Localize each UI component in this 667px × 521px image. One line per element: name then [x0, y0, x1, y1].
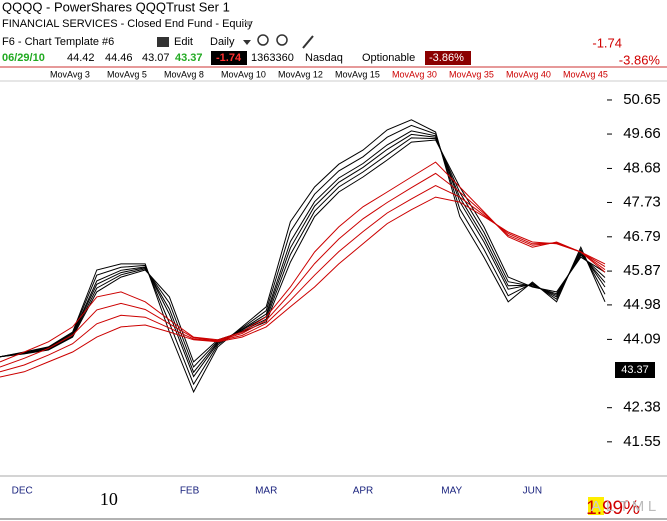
period-option[interactable]: A	[591, 498, 601, 515]
period-option[interactable]: L	[648, 498, 656, 515]
legend-entry: MovAvg 15	[335, 69, 380, 79]
x-tick-label: MAR	[255, 486, 277, 497]
legend-entry: MovAvg 45	[563, 69, 608, 79]
right-change: -1.74	[592, 35, 622, 50]
y-tick-label: 46.79	[623, 228, 661, 245]
legend-entry: MovAvg 3	[50, 69, 90, 79]
legend-entry: MovAvg 35	[449, 69, 494, 79]
y-tick-label: 45.87	[623, 262, 661, 279]
x-tick-label: APR	[353, 486, 374, 497]
legend-entry: MovAvg 5	[107, 69, 147, 79]
period-option[interactable]: M	[632, 498, 645, 515]
moving-average-line	[0, 139, 606, 363]
y-tick-label: 47.73	[623, 193, 661, 210]
title: QQQQ - PowerShares QQQTrust Ser 1	[2, 0, 230, 14]
quote-close: 43.37	[175, 52, 203, 64]
y-tick-label: 42.38	[623, 399, 661, 416]
moving-average-line	[0, 130, 606, 378]
moving-average-line	[0, 185, 606, 373]
subtitle: FINANCIAL SERVICES - Closed End Fund - E…	[2, 18, 253, 30]
legend-entry: MovAvg 40	[506, 69, 551, 79]
edit-button[interactable]: Edit	[174, 36, 193, 48]
moving-average-line	[0, 161, 606, 363]
exchange: Nasdaq	[305, 52, 343, 64]
draw-tool[interactable]	[302, 35, 314, 49]
y-tick-label: 44.09	[623, 330, 661, 347]
optionable: Optionable	[362, 52, 415, 64]
edit-icon[interactable]	[157, 37, 169, 47]
moving-average-line	[0, 133, 606, 374]
x-tick-label: MAY	[441, 486, 462, 497]
quote-open: 44.42	[67, 52, 95, 64]
legend-entry: MovAvg 8	[164, 69, 204, 79]
dropdown-arrow[interactable]	[243, 40, 251, 45]
dropdown-arrow[interactable]	[244, 21, 252, 26]
quote-date: 06/29/10	[2, 52, 45, 64]
period-option[interactable]: L	[606, 498, 614, 515]
zoom-in[interactable]	[257, 34, 269, 46]
change-box	[211, 51, 247, 65]
moving-average-line	[0, 196, 606, 378]
moving-average-line	[0, 119, 606, 394]
moving-average-line	[0, 124, 606, 386]
period-select[interactable]: Daily	[210, 36, 235, 48]
quote-change: -1.74	[216, 52, 242, 64]
legend-entry: MovAvg 10	[221, 69, 266, 79]
period-option[interactable]: T	[619, 498, 628, 515]
x-tick-label: FEB	[180, 486, 200, 497]
quote-low: 43.07	[142, 52, 170, 64]
x-tick-label: JUN	[523, 486, 542, 497]
legend-entry: MovAvg 12	[278, 69, 323, 79]
y-tick-label: 50.65	[623, 91, 661, 108]
quote-high: 44.46	[105, 52, 133, 64]
y-tick-label: 49.66	[623, 125, 661, 142]
right-change-pct: -3.86%	[619, 52, 661, 67]
moving-average-line	[0, 137, 606, 368]
last-price-label: 43.37	[621, 364, 649, 376]
footer-pct: 1.99%	[586, 498, 640, 519]
x-tick-label: DEC	[12, 486, 33, 497]
moving-average-line	[0, 172, 606, 368]
year-label: 10	[100, 489, 118, 509]
template[interactable]: F6 - Chart Template #6	[2, 36, 114, 48]
zoom-out[interactable]	[276, 34, 288, 46]
y-tick-label: 48.68	[623, 159, 661, 176]
change-pct-box	[425, 51, 471, 65]
y-tick-label: 41.55	[623, 433, 661, 450]
quote-volume: 1363360	[251, 52, 294, 64]
y-tick-label: 44.98	[623, 296, 661, 313]
last-price-box	[615, 362, 655, 378]
change-pct: -3.86%	[429, 52, 464, 64]
legend-entry: MovAvg 30	[392, 69, 437, 79]
period-highlight	[588, 497, 604, 515]
